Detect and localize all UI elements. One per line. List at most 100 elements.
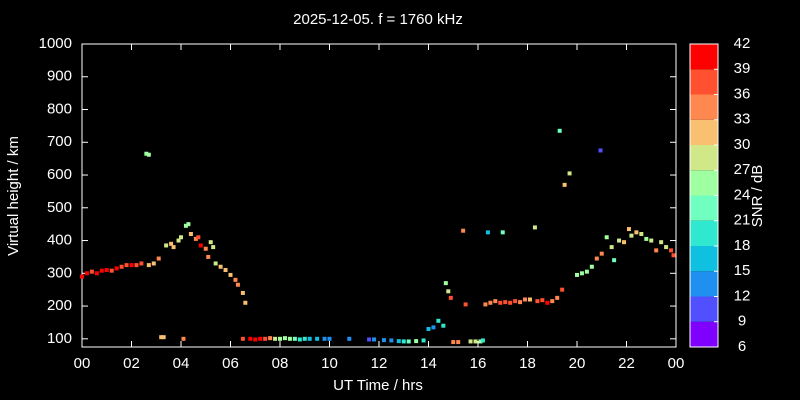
point [223,268,228,273]
point [513,299,518,304]
point [598,148,603,153]
point [671,253,676,258]
point [99,268,104,273]
x-tick-label: 18 [519,355,536,372]
colorbar-swatch [690,44,718,70]
point [545,300,550,305]
point [532,225,537,230]
point [555,295,560,300]
point [186,222,191,227]
point [198,243,203,248]
y-tick-label: 1000 [39,35,72,52]
point [263,336,268,341]
point [451,340,456,345]
point [235,282,240,287]
point [273,336,278,341]
x-tick-label: 10 [321,355,338,372]
colorbar-tick-label: 6 [738,338,746,355]
point [253,337,258,342]
point [500,230,505,235]
point [94,271,99,276]
colorbar-tick-label: 42 [734,35,751,52]
colorbar-swatch [690,69,718,95]
point [211,245,216,250]
colorbar-swatch [690,296,718,322]
point [463,302,468,307]
point [626,227,631,232]
point [421,338,426,343]
x-tick-label: 04 [173,355,190,372]
colorbar-swatch [690,119,718,145]
point [159,335,164,340]
colorbar-tick-label: 15 [734,262,751,279]
x-tick-label: 16 [470,355,487,372]
point [441,323,446,328]
point [243,300,248,305]
point [156,256,161,261]
point [183,223,188,228]
point [468,339,473,344]
point [414,339,419,344]
point [146,152,151,157]
point [498,300,503,305]
point [575,272,579,277]
point [119,264,124,269]
colorbar-swatch [690,145,718,171]
x-tick-label: 02 [123,355,140,372]
point [171,245,176,250]
point [114,266,119,271]
colorbar-swatch [690,246,718,272]
point [176,238,181,243]
colorbar-tick-label: 39 [734,60,751,77]
point [164,243,169,248]
point [664,245,669,250]
point [659,240,664,245]
point [161,335,166,340]
point [448,295,453,300]
y-tick-label: 200 [47,297,72,314]
point [109,268,114,273]
x-tick-label: 06 [222,355,239,372]
point [443,281,448,286]
point [518,300,523,305]
x-tick-label: 22 [618,355,635,372]
point [213,261,218,266]
point [550,299,555,304]
point [609,245,614,250]
point [196,235,201,240]
point [431,325,436,330]
colorbar-tick-label: 18 [734,237,751,254]
point [228,272,233,277]
point [347,336,352,341]
point [84,271,89,276]
point [287,336,292,341]
colorbar-tick-label: 30 [734,136,751,153]
plot-frame [81,43,677,348]
point [629,233,634,238]
point [258,336,263,341]
point [302,336,307,341]
point [562,182,567,187]
x-axis-label: UT Time / hrs [333,377,423,394]
point [557,128,562,133]
point [248,336,253,341]
colorbar-tick-label: 21 [734,212,751,229]
point [473,339,478,344]
point [381,338,386,343]
point [401,339,406,344]
colorbar-swatch [690,195,718,221]
y-tick-label: 700 [47,133,72,150]
point [206,254,211,259]
x-tick-label: 00 [74,355,91,372]
point [589,264,594,269]
colorbar-swatch [690,271,718,297]
point [179,235,183,240]
y-tick-label: 100 [47,330,72,347]
point [193,236,198,241]
y-tick-label: 800 [47,100,72,117]
colorbar-tick-label: 9 [738,313,746,330]
x-tick-label: 20 [569,355,586,372]
point [389,338,394,343]
point [617,238,622,243]
